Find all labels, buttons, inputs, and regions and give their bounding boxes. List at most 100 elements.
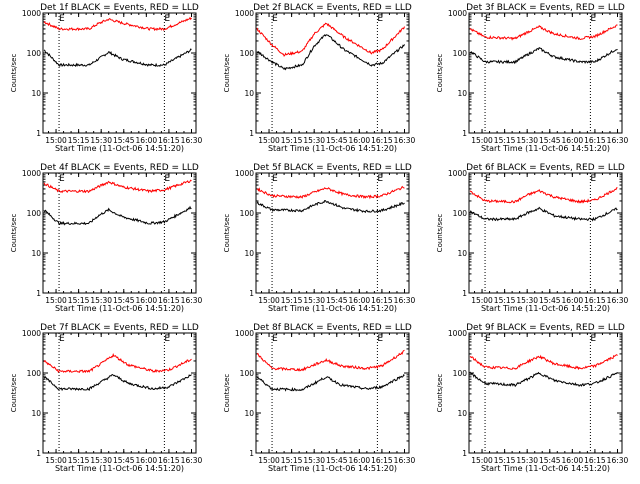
x-tick-label: 16:30 — [607, 296, 629, 305]
x-tick-label: 15:00 — [258, 296, 280, 305]
plot-frame — [42, 172, 197, 294]
panel-title: Det 3f BLACK = Events, RED = LLD — [466, 3, 625, 13]
interval-marker-label: E — [590, 174, 596, 184]
x-tick-label: 15:45 — [113, 136, 135, 145]
x-tick-label: 16:15 — [371, 136, 393, 145]
y-tick-label: 10 — [31, 249, 41, 258]
y-axis-label: Counts/sec — [10, 374, 18, 413]
events-series-line — [469, 206, 618, 222]
x-tick-label: 16:30 — [607, 456, 629, 465]
x-tick-label: 15:30 — [303, 296, 325, 305]
x-tick-label: 15:00 — [258, 136, 280, 145]
y-axis-label: Counts/sec — [436, 374, 444, 413]
x-tick-label: 16:00 — [349, 456, 371, 465]
x-tick-label: 15:15 — [494, 296, 516, 305]
lld-series-line — [43, 16, 192, 32]
y-axis-label: Counts/sec — [10, 214, 18, 253]
y-tick-label: 1 — [36, 449, 41, 458]
interval-marker-label: E — [485, 174, 491, 184]
y-tick-label: 1 — [462, 289, 467, 298]
x-axis-label: Start Time (11-Oct-06 14:51:20) — [268, 304, 397, 313]
x-tick-label: 16:15 — [584, 456, 606, 465]
y-tick-label: 1 — [462, 129, 467, 138]
x-tick-label: 15:30 — [303, 136, 325, 145]
x-tick-label: 15:15 — [281, 456, 303, 465]
x-tick-label: 15:15 — [281, 136, 303, 145]
plot-frame — [255, 12, 410, 134]
panel-title: Det 5f BLACK = Events, RED = LLD — [253, 163, 412, 173]
x-tick-label: 15:30 — [303, 456, 325, 465]
y-tick-label: 1000 — [448, 9, 467, 18]
x-tick-label: 16:00 — [562, 136, 584, 145]
y-tick-label: 10 — [457, 249, 467, 258]
x-tick-label: 16:15 — [584, 296, 606, 305]
events-series-line — [256, 34, 405, 71]
x-tick-label: 16:30 — [607, 136, 629, 145]
panel-title: Det 9f BLACK = Events, RED = LLD — [466, 323, 625, 333]
events-series-line — [43, 48, 192, 68]
x-tick-label: 16:30 — [181, 296, 203, 305]
x-tick-label: 15:30 — [516, 456, 538, 465]
panel-title: Det 8f BLACK = Events, RED = LLD — [253, 323, 412, 333]
interval-marker-label: E — [164, 14, 170, 24]
x-tick-label: 16:00 — [349, 296, 371, 305]
x-tick-label: 15:45 — [539, 136, 561, 145]
x-tick-label: 16:30 — [394, 296, 416, 305]
x-tick-label: 16:30 — [394, 456, 416, 465]
interval-marker-label: E — [272, 14, 278, 24]
events-series-line — [469, 46, 618, 65]
x-tick-label: 16:30 — [181, 456, 203, 465]
x-tick-label: 16:15 — [158, 456, 180, 465]
plot-frame — [255, 332, 410, 454]
x-axis-label: Start Time (11-Oct-06 14:51:20) — [481, 304, 610, 313]
y-tick-label: 100 — [27, 49, 42, 58]
plot-frame — [468, 332, 623, 454]
x-tick-label: 15:45 — [326, 296, 348, 305]
y-tick-label: 100 — [240, 369, 255, 378]
lld-series-line — [469, 24, 618, 41]
x-tick-label: 15:30 — [90, 136, 112, 145]
x-tick-label: 16:00 — [136, 136, 158, 145]
events-series-line — [43, 205, 192, 226]
y-tick-label: 1 — [249, 129, 254, 138]
x-axis-label: Start Time (11-Oct-06 14:51:20) — [55, 144, 184, 153]
interval-marker-label: E — [59, 174, 65, 184]
x-tick-label: 16:15 — [371, 456, 393, 465]
x-tick-label: 15:45 — [113, 456, 135, 465]
x-axis-label: Start Time (11-Oct-06 14:51:20) — [481, 464, 610, 473]
interval-marker-label: E — [164, 174, 170, 184]
plot-panel-5: Det 5f BLACK = Events, RED = LLD 15:00 15:… — [223, 163, 416, 313]
y-tick-label: 1000 — [22, 9, 41, 18]
y-tick-label: 100 — [453, 49, 468, 58]
y-tick-label: 1 — [36, 289, 41, 298]
y-tick-label: 1 — [249, 289, 254, 298]
x-tick-label: 15:30 — [516, 296, 538, 305]
plot-frame — [42, 332, 197, 454]
plot-frame — [42, 12, 197, 134]
y-axis-label: Counts/sec — [436, 214, 444, 253]
x-tick-label: 16:00 — [349, 136, 371, 145]
x-tick-label: 16:30 — [181, 136, 203, 145]
x-tick-label: 15:15 — [68, 456, 90, 465]
x-tick-label: 15:00 — [258, 456, 280, 465]
y-axis-label: Counts/sec — [223, 54, 231, 93]
x-tick-label: 16:30 — [394, 136, 416, 145]
x-tick-label: 16:15 — [158, 296, 180, 305]
x-tick-label: 15:30 — [90, 296, 112, 305]
x-tick-label: 16:00 — [136, 456, 158, 465]
y-tick-label: 100 — [453, 369, 468, 378]
panel-title: Det 7f BLACK = Events, RED = LLD — [40, 323, 199, 333]
x-tick-label: 16:00 — [136, 296, 158, 305]
interval-marker-label: E — [377, 14, 383, 24]
lld-series-line — [256, 185, 405, 200]
x-tick-label: 15:45 — [539, 456, 561, 465]
x-tick-label: 15:45 — [326, 456, 348, 465]
panel-title: Det 2f BLACK = Events, RED = LLD — [253, 3, 412, 13]
x-tick-label: 16:00 — [562, 296, 584, 305]
x-axis-label: Start Time (11-Oct-06 14:51:20) — [268, 464, 397, 473]
x-tick-label: 16:15 — [371, 296, 393, 305]
x-axis-label: Start Time (11-Oct-06 14:51:20) — [481, 144, 610, 153]
